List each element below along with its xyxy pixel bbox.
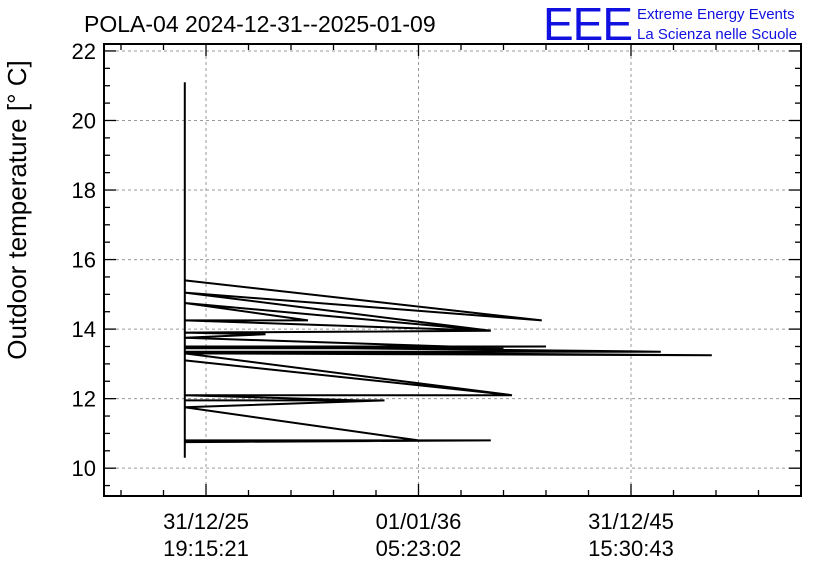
y-axis-title: Outdoor temperature [° C] — [2, 60, 32, 359]
y-tick-label: 18 — [72, 178, 96, 203]
y-tick-label: 20 — [72, 108, 96, 133]
eee-logo-line2: La Scienza nelle Scuole — [637, 26, 797, 43]
y-tick-label: 14 — [72, 317, 96, 342]
x-tick-label: 31/12/45 — [588, 509, 674, 534]
y-tick-label: 22 — [72, 39, 96, 64]
x-tick-label: 05:23:02 — [376, 536, 462, 561]
eee-logo-mark: EEE — [543, 0, 632, 50]
y-tick-label: 16 — [72, 248, 96, 273]
axis-ticks — [104, 44, 802, 496]
x-tick-label: 01/01/36 — [376, 509, 462, 534]
x-tick-label: 15:30:43 — [588, 536, 674, 561]
x-tick-label: 19:15:21 — [163, 536, 249, 561]
eee-logo-line1: Extreme Energy Events — [637, 6, 795, 23]
plot-frame — [103, 43, 802, 497]
y-tick-label: 10 — [72, 456, 96, 481]
y-tick-label: 12 — [72, 387, 96, 412]
temperature-series-line — [183, 82, 712, 458]
eee-logo: EEE Extreme Energy Events La Scienza nel… — [543, 0, 797, 50]
chart-title: POLA-04 2024-12-31--2025-01-09 — [84, 11, 436, 37]
series-layer — [183, 82, 712, 458]
x-tick-label: 31/12/25 — [163, 509, 249, 534]
